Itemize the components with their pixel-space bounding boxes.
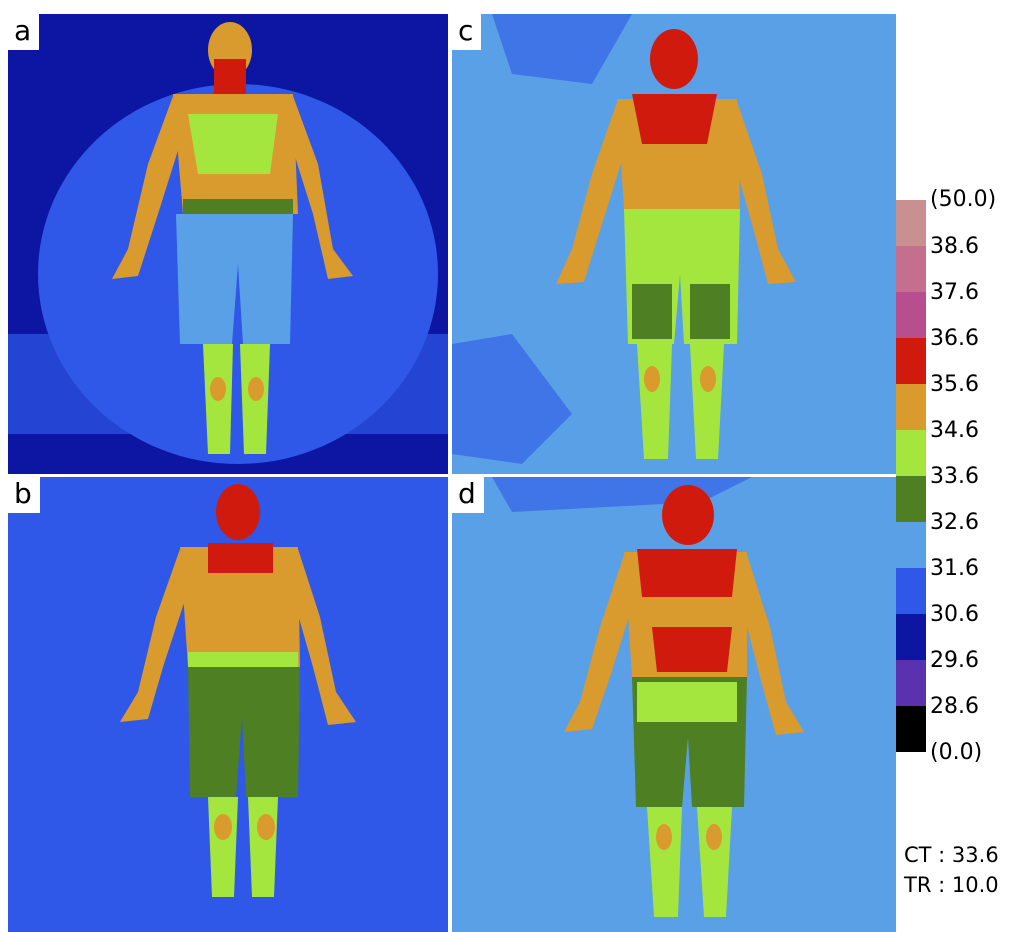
ct-readout: CT : 33.6 xyxy=(904,843,999,867)
scale-tick xyxy=(926,337,934,340)
scale-swatch-6 xyxy=(896,476,926,522)
panel-label-b: b xyxy=(8,477,40,513)
scale-swatch-8 xyxy=(896,568,926,614)
panel-label-c: c xyxy=(452,14,482,50)
scale-tick xyxy=(926,705,934,708)
scale-label: 31.6 xyxy=(930,556,979,581)
scale-tick xyxy=(926,291,934,294)
scale-swatch-0 xyxy=(896,200,926,246)
temperature-scale: (50.0) 38.6 37.6 36.6 35.6 34.6 33.6 32.… xyxy=(896,187,1018,765)
tr-readout: TR : 10.0 xyxy=(904,873,999,897)
scale-swatch-11 xyxy=(896,706,926,752)
scale-label: 30.6 xyxy=(930,602,979,627)
thermal-figure-b xyxy=(8,477,448,932)
scale-swatch-1 xyxy=(896,246,926,292)
panel-label-a: a xyxy=(8,14,40,50)
thermal-figure-d xyxy=(452,477,896,932)
scale-tick xyxy=(926,521,934,524)
scale-tick xyxy=(926,429,934,432)
scale-tick xyxy=(926,383,934,386)
scale-swatch-10 xyxy=(896,660,926,706)
scale-label: 28.6 xyxy=(930,694,979,719)
scale-label: 38.6 xyxy=(930,234,979,259)
scale-label: 34.6 xyxy=(930,418,979,443)
scale-label: 36.6 xyxy=(930,326,979,351)
scale-label: (0.0) xyxy=(930,740,983,765)
panel-label-d: d xyxy=(452,477,484,513)
scale-tick xyxy=(926,567,934,570)
scale-tick xyxy=(926,659,934,662)
scale-tick xyxy=(926,475,934,478)
scale-label: 29.6 xyxy=(930,648,979,673)
scale-tick xyxy=(926,245,934,248)
thermal-figure-a xyxy=(8,14,448,474)
thermal-image-d: d xyxy=(452,477,896,932)
thermal-image-c: c xyxy=(452,14,896,474)
scale-swatch-9 xyxy=(896,614,926,660)
scale-label: 32.6 xyxy=(930,510,979,535)
thermal-image-a: a xyxy=(8,14,448,474)
scale-label: (50.0) xyxy=(930,187,997,212)
thermal-figure-c xyxy=(452,14,896,474)
scale-swatch-4 xyxy=(896,384,926,430)
scale-swatch-5 xyxy=(896,430,926,476)
scale-label: 37.6 xyxy=(930,280,979,305)
thermal-image-b: b xyxy=(8,477,448,932)
scale-label: 35.6 xyxy=(930,372,979,397)
scale-swatch-7 xyxy=(896,522,926,568)
scale-swatch-3 xyxy=(896,338,926,384)
scale-label: 33.6 xyxy=(930,464,979,489)
scale-swatch-2 xyxy=(896,292,926,338)
scale-tick xyxy=(926,613,934,616)
